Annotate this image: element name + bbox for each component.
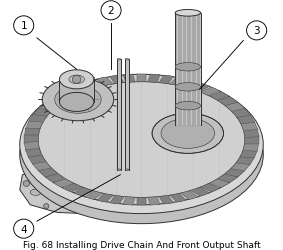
Polygon shape — [242, 142, 259, 152]
Ellipse shape — [38, 82, 245, 198]
Ellipse shape — [20, 76, 263, 214]
Polygon shape — [190, 188, 210, 196]
Polygon shape — [73, 84, 93, 92]
Ellipse shape — [152, 114, 224, 154]
Polygon shape — [45, 174, 66, 183]
Ellipse shape — [59, 70, 94, 90]
Polygon shape — [235, 156, 255, 165]
Ellipse shape — [125, 59, 129, 61]
Ellipse shape — [38, 82, 245, 198]
Polygon shape — [25, 122, 44, 131]
Circle shape — [246, 22, 267, 41]
Polygon shape — [97, 78, 114, 87]
Polygon shape — [239, 122, 258, 131]
Circle shape — [14, 17, 34, 36]
Polygon shape — [137, 197, 146, 205]
Polygon shape — [38, 103, 59, 112]
Ellipse shape — [175, 83, 201, 92]
Circle shape — [23, 181, 29, 187]
Polygon shape — [158, 76, 173, 85]
Text: Fig. 68 Installing Drive Chain And Front Output Shaft: Fig. 68 Installing Drive Chain And Front… — [23, 240, 260, 249]
Polygon shape — [230, 162, 251, 171]
Polygon shape — [24, 136, 39, 144]
Polygon shape — [175, 14, 201, 125]
Polygon shape — [63, 184, 83, 192]
Polygon shape — [137, 74, 146, 83]
Polygon shape — [200, 88, 220, 96]
Polygon shape — [24, 142, 41, 152]
Polygon shape — [217, 174, 238, 183]
Circle shape — [44, 204, 49, 209]
Ellipse shape — [175, 63, 201, 72]
Circle shape — [101, 2, 121, 21]
Ellipse shape — [117, 59, 121, 61]
Polygon shape — [85, 80, 103, 89]
Polygon shape — [217, 97, 238, 106]
Polygon shape — [200, 184, 220, 192]
Polygon shape — [32, 109, 53, 118]
Polygon shape — [209, 179, 230, 188]
Polygon shape — [123, 196, 135, 205]
Polygon shape — [123, 75, 135, 84]
Polygon shape — [117, 60, 121, 170]
Ellipse shape — [30, 190, 41, 196]
Polygon shape — [242, 128, 259, 138]
Polygon shape — [148, 196, 160, 205]
Ellipse shape — [25, 75, 258, 205]
Polygon shape — [169, 78, 186, 87]
Polygon shape — [244, 136, 259, 144]
Polygon shape — [73, 188, 93, 196]
Ellipse shape — [59, 93, 94, 112]
Ellipse shape — [42, 79, 114, 121]
Polygon shape — [32, 162, 53, 171]
Polygon shape — [63, 88, 83, 96]
Ellipse shape — [175, 102, 201, 110]
Ellipse shape — [175, 10, 201, 17]
Ellipse shape — [161, 119, 215, 149]
Polygon shape — [180, 191, 198, 200]
Circle shape — [72, 76, 81, 84]
Polygon shape — [125, 60, 129, 170]
Text: 3: 3 — [253, 26, 260, 36]
Text: 2: 2 — [108, 6, 114, 16]
Polygon shape — [158, 195, 173, 204]
Polygon shape — [20, 165, 168, 215]
Polygon shape — [148, 75, 160, 84]
Polygon shape — [169, 193, 186, 202]
Polygon shape — [209, 92, 230, 101]
Polygon shape — [28, 115, 48, 124]
Polygon shape — [53, 92, 74, 101]
Polygon shape — [230, 109, 251, 118]
Polygon shape — [24, 128, 41, 138]
Polygon shape — [110, 76, 125, 85]
Polygon shape — [38, 168, 59, 177]
Ellipse shape — [20, 86, 263, 224]
Polygon shape — [180, 80, 198, 89]
Ellipse shape — [69, 76, 84, 84]
Polygon shape — [224, 103, 245, 112]
Polygon shape — [224, 168, 245, 177]
Ellipse shape — [125, 169, 129, 171]
Text: 1: 1 — [20, 21, 27, 31]
Polygon shape — [239, 149, 258, 158]
Polygon shape — [25, 149, 44, 158]
Polygon shape — [45, 97, 66, 106]
Polygon shape — [110, 195, 125, 204]
Circle shape — [14, 219, 34, 238]
Polygon shape — [97, 193, 114, 202]
Ellipse shape — [117, 169, 121, 171]
Polygon shape — [235, 115, 255, 124]
Ellipse shape — [55, 86, 101, 114]
Polygon shape — [53, 179, 74, 188]
Polygon shape — [28, 156, 48, 165]
Text: 4: 4 — [20, 224, 27, 234]
Polygon shape — [85, 191, 103, 200]
Polygon shape — [190, 84, 210, 92]
